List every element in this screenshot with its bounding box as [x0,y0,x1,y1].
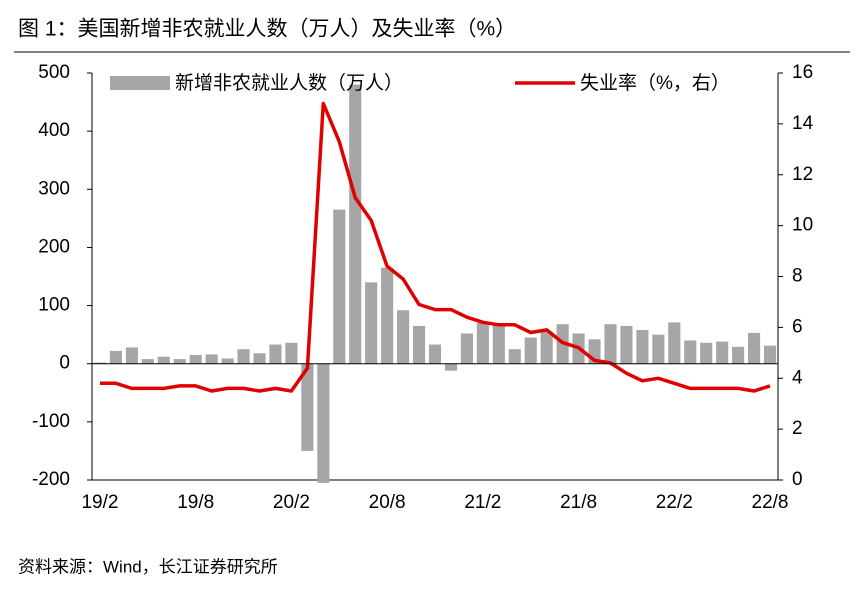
bar [492,323,505,364]
y2-tick-label: 8 [792,266,803,287]
bar [93,362,107,364]
bar [508,349,521,364]
y-tick-label: 200 [38,236,70,257]
y2-tick-label: 0 [792,469,803,490]
bar [173,359,186,364]
y2-tick-label: 10 [792,215,813,236]
bar [157,356,170,364]
bar [540,331,553,364]
chart-title: 图 1：美国新增非农就业人数（万人）及失业率（%） [18,18,516,41]
bar [604,324,617,364]
y-tick-label: 0 [59,353,70,374]
x-tick-label: 22/2 [656,492,693,513]
bar [269,344,282,364]
y-tick-label: 100 [38,295,70,316]
y-tick-label: 500 [38,62,70,83]
bar [732,346,745,364]
bar [716,341,729,364]
legend-label: 新增非农就业人数（万人） [175,72,403,94]
bar [109,350,122,364]
bar [141,359,154,364]
bar [333,209,346,364]
bar [189,354,202,364]
y2-tick-label: 12 [792,164,813,185]
y2-tick-label: 6 [792,316,803,337]
bar [700,342,713,364]
y2-tick-label: 16 [792,62,813,83]
bar [125,347,138,364]
y2-tick-label: 2 [792,418,803,439]
bar [301,363,314,451]
bar [476,323,489,364]
legend-label: 失业率（%，右） [580,72,730,94]
bar [620,325,633,364]
bar [668,322,681,364]
x-tick-label: 20/8 [369,492,406,513]
x-tick-label: 22/8 [752,492,789,513]
bar [253,353,266,364]
line [100,101,771,393]
bar [317,363,330,483]
bar [428,344,442,364]
y2-tick-label: 4 [792,367,803,388]
bar [460,333,473,364]
bar [763,345,777,364]
y-tick-label: -100 [32,411,70,432]
bar [221,358,234,364]
bar [397,310,410,364]
bar [652,334,665,364]
bar [381,267,394,364]
bar [444,363,458,371]
bar [205,354,218,364]
y-tick-label: 300 [38,178,70,199]
bar [285,342,298,364]
bar [636,329,649,364]
bar [684,340,697,364]
y2-tick-label: 14 [792,113,814,134]
x-tick-label: 21/8 [560,492,597,513]
source: 资料来源：Wind，长江证券研究所 [18,557,278,576]
y-tick-label: -200 [32,469,70,490]
x-tick-label: 19/2 [81,492,118,513]
x-tick-label: 19/8 [177,492,214,513]
x-tick-label: 21/2 [464,492,501,513]
x-tick-label: 20/2 [273,492,310,513]
bar [412,325,426,364]
y-tick-label: 400 [38,120,70,141]
bar [365,282,378,364]
bar [524,337,537,364]
bar [748,332,761,364]
legend-swatch [110,76,170,90]
bar [349,84,362,364]
bar [237,349,250,364]
